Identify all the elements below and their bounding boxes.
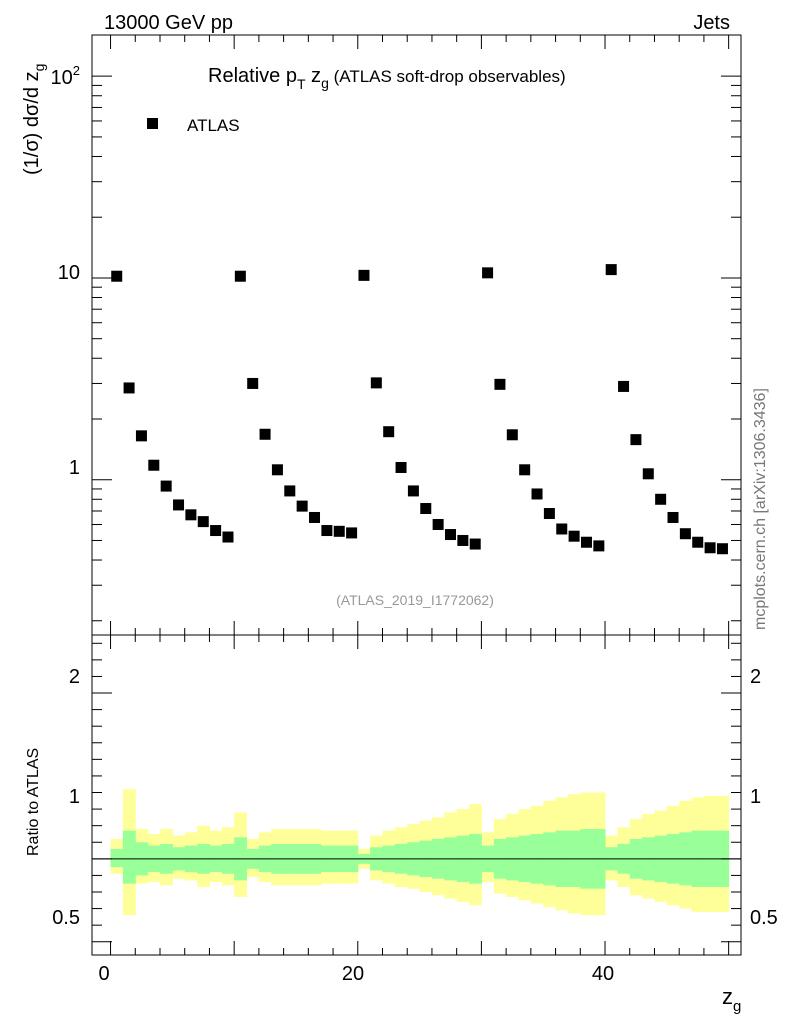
category-label: Jets — [693, 12, 730, 34]
y-tick-label-100: 102 — [51, 63, 80, 89]
data-point — [618, 380, 630, 392]
green-band-bin — [110, 848, 124, 868]
ratio-y-tick-label-1-left: 1 — [69, 786, 80, 808]
data-point — [716, 543, 728, 555]
data-point — [358, 269, 370, 281]
main-panel: 102 10 1 Relative pT zg (ATLAS soft-drop… — [21, 34, 742, 636]
data-point — [321, 525, 333, 537]
data-point — [370, 377, 382, 389]
data-point — [160, 480, 172, 492]
data-point — [655, 493, 667, 505]
x-axis-label: zg — [722, 984, 741, 1015]
data-point — [556, 523, 568, 535]
data-point — [111, 270, 123, 282]
ratio-y-tick-label-1-right: 1 — [750, 786, 761, 808]
data-point — [543, 508, 555, 520]
data-point — [197, 516, 209, 528]
data-point — [346, 527, 358, 539]
data-point — [580, 536, 592, 548]
data-point — [222, 531, 234, 543]
ratio-axis-ticks — [92, 635, 741, 955]
watermark: mcplots.cern.ch [arXiv:1306.3436] — [752, 388, 769, 630]
ratio-y-tick-label-2-left: 2 — [69, 666, 80, 688]
ratio-panel: 2 1 0.5 2 1 0.5 0 20 40 zg Ratio to ATLA… — [25, 634, 778, 1015]
data-point — [679, 528, 691, 540]
data-point — [210, 525, 222, 537]
green-band-bin — [122, 830, 136, 884]
data-point — [444, 529, 456, 541]
data-point — [704, 542, 716, 554]
x-tick-label-40: 40 — [592, 963, 614, 985]
ratio-y-tick-label-0.5-left: 0.5 — [52, 907, 80, 929]
data-point — [173, 499, 185, 511]
data-point — [123, 382, 135, 394]
analysis-id: (ATLAS_2019_I1772062) — [336, 592, 494, 608]
data-point — [593, 540, 605, 552]
ratio-y-tick-label-2-right: 2 — [750, 666, 761, 688]
data-point — [692, 536, 704, 548]
data-point — [271, 464, 283, 476]
data-point — [482, 267, 494, 279]
data-point — [234, 270, 246, 282]
data-point — [642, 468, 654, 480]
data-point — [148, 459, 160, 471]
ratio-y-axis-label: Ratio to ATLAS — [25, 748, 42, 856]
ratio-bands — [110, 789, 730, 916]
data-point — [284, 485, 296, 497]
data-point — [333, 525, 345, 537]
data-point — [469, 538, 481, 550]
main-y-tick-labels: 102 10 1 — [51, 63, 80, 479]
data-point — [296, 500, 308, 512]
data-point — [383, 426, 395, 438]
data-point — [457, 534, 469, 546]
data-point — [506, 429, 518, 441]
legend-label: ATLAS — [187, 116, 240, 135]
x-tick-label-0: 0 — [98, 963, 109, 985]
data-point — [432, 518, 444, 530]
data-point — [667, 511, 679, 523]
data-point — [395, 461, 407, 473]
data-point — [259, 428, 271, 440]
energy-label: 13000 GeV pp — [104, 12, 233, 34]
data-point — [494, 378, 506, 390]
data-point — [407, 485, 419, 497]
data-point — [605, 264, 617, 276]
y-tick-label-1: 1 — [69, 457, 80, 479]
data-point — [135, 430, 147, 442]
ratio-frame — [91, 634, 742, 956]
data-point — [519, 464, 531, 476]
data-point — [568, 530, 580, 542]
ratio-y-tick-label-0.5-right: 0.5 — [750, 907, 778, 929]
data-point — [531, 488, 543, 500]
chart-title: Relative pT zg (ATLAS soft-drop observab… — [208, 65, 566, 92]
main-y-axis-label: (1/σ) dσ/d zg — [21, 64, 47, 175]
data-point — [420, 503, 432, 515]
data-point — [630, 434, 642, 446]
data-point — [309, 511, 321, 523]
main-axis-ticks — [92, 35, 741, 635]
legend-marker — [147, 118, 158, 129]
x-tick-label-20: 20 — [342, 963, 364, 985]
y-tick-label-10: 10 — [58, 262, 80, 284]
data-point — [185, 509, 197, 521]
data-point — [247, 377, 259, 389]
main-data-points — [111, 264, 728, 555]
